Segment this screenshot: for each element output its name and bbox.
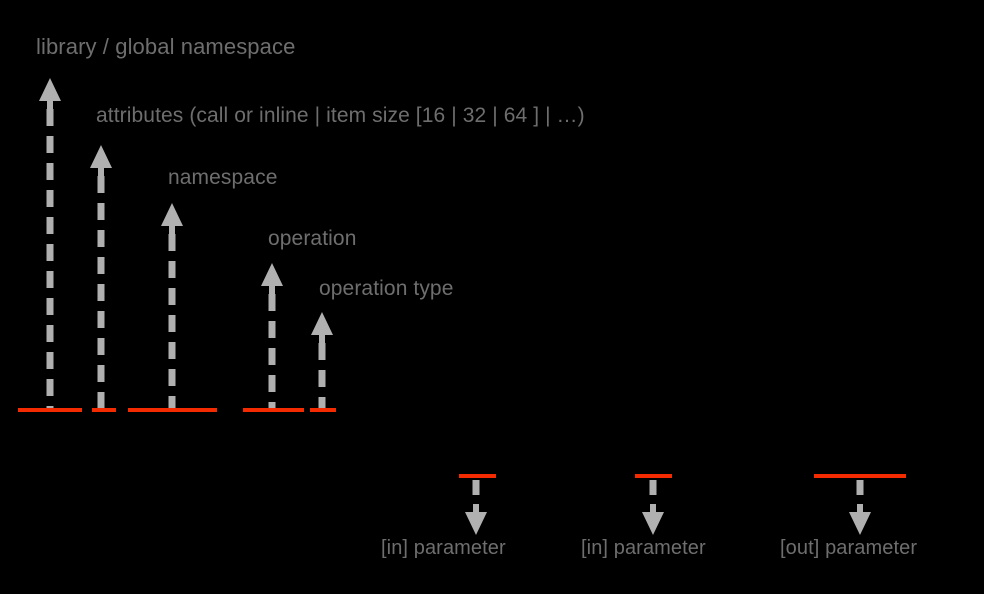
segment-operation-type: [310, 408, 336, 412]
label-in-parameter-2: [in] parameter: [581, 537, 706, 559]
arrow-operation-type: [308, 310, 336, 410]
segment-out-parameter: [814, 474, 906, 478]
label-in-parameter-1: [in] parameter: [381, 537, 506, 559]
label-operation-type: operation type: [319, 277, 454, 300]
arrow-library-global-namespace: [36, 76, 64, 410]
segment-in-parameter-1: [459, 474, 496, 478]
arrow-in-parameter-1: [462, 479, 490, 537]
label-operation: operation: [268, 227, 357, 250]
segment-attributes: [92, 408, 116, 412]
arrow-in-parameter-2: [639, 479, 667, 537]
label-attributes: attributes (call or inline | item size […: [96, 104, 585, 127]
label-namespace: namespace: [168, 166, 278, 189]
segment-operation: [243, 408, 304, 412]
segment-namespace: [128, 408, 217, 412]
arrow-attributes: [87, 143, 115, 410]
label-out-parameter: [out] parameter: [780, 537, 918, 559]
label-library-global-namespace: library / global namespace: [36, 34, 296, 59]
arrow-out-parameter: [846, 479, 874, 537]
arrow-operation: [258, 261, 286, 410]
arrow-namespace: [158, 201, 186, 410]
segment-in-parameter-2: [635, 474, 672, 478]
segment-library-global-namespace: [18, 408, 82, 412]
